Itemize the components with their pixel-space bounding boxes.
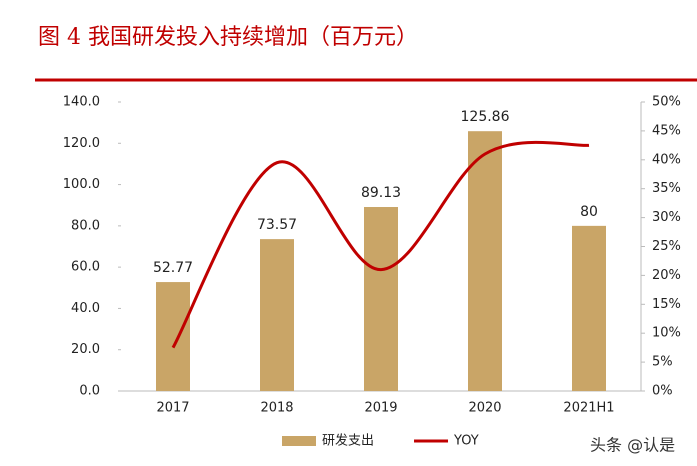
y2-tick-label: 0%: [652, 384, 673, 399]
value-label: 73.57: [257, 217, 297, 233]
y2-tick-label: 20%: [652, 268, 681, 283]
bar: [572, 225, 606, 391]
legend-label: 研发支出: [322, 433, 374, 449]
x-tick-label: 2021H1: [563, 401, 614, 416]
y2-tick-label: 5%: [652, 355, 673, 370]
y2-tick-label: 15%: [652, 297, 681, 312]
y2-tick-label: 50%: [652, 95, 681, 110]
y-tick-label: 80.0: [71, 218, 100, 233]
bar: [260, 239, 294, 391]
value-label: 80: [580, 204, 598, 220]
legend-label: YOY: [453, 434, 479, 449]
y-tick-label: 140.0: [63, 95, 100, 110]
y2-tick-label: 10%: [652, 326, 681, 341]
line: [171, 140, 590, 349]
y2-tick-label: 25%: [652, 239, 681, 254]
x-tick-label: 2020: [468, 401, 501, 416]
y-tick-label: 100.0: [63, 177, 100, 192]
y-tick-label: 60.0: [71, 260, 100, 275]
y-tick-label: 120.0: [63, 136, 100, 151]
value-label: 89.13: [361, 185, 401, 201]
y2-tick-label: 35%: [652, 181, 681, 196]
y2-tick-label: 30%: [652, 210, 681, 225]
x-tick-label: 2018: [260, 401, 293, 416]
bar: [468, 131, 502, 391]
y2-tick-label: 40%: [652, 152, 681, 167]
y2-tick-label: 45%: [652, 123, 681, 138]
bar: [364, 207, 398, 391]
y-tick-label: 20.0: [71, 342, 100, 357]
value-label: 52.77: [153, 260, 193, 276]
legend-swatch: [282, 436, 316, 446]
value-label: 125.86: [461, 109, 510, 125]
y-tick-label: 40.0: [71, 301, 100, 316]
y-tick-label: 0.0: [79, 384, 100, 399]
x-tick-label: 2019: [364, 401, 397, 416]
chart-title: 图 4 我国研发投入持续增加（百万元）: [38, 25, 418, 50]
watermark: 头条 @认是: [590, 436, 675, 455]
x-tick-label: 2017: [156, 401, 189, 416]
bar: [156, 282, 190, 391]
